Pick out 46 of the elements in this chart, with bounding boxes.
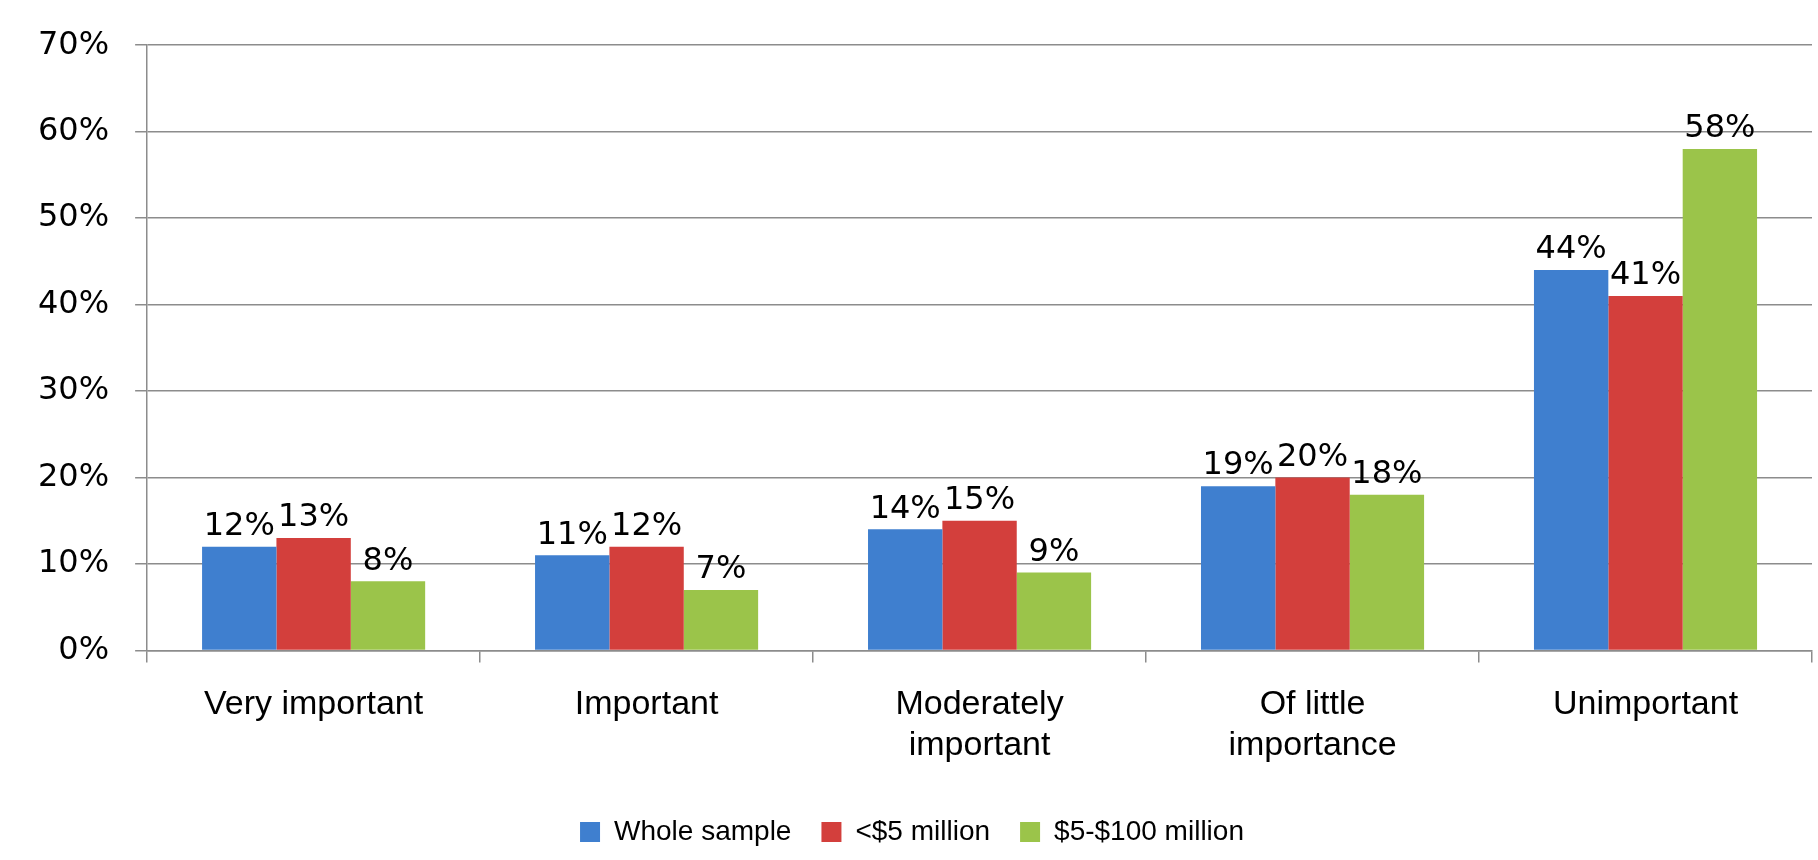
- bar: [1275, 477, 1350, 650]
- bar: [202, 546, 277, 650]
- data-label: 19%: [1202, 444, 1274, 483]
- x-tick-label: Of little importance: [1228, 683, 1397, 762]
- data-label: 44%: [1535, 228, 1607, 267]
- y-tick-label: 50%: [38, 196, 110, 235]
- bar: [942, 520, 1017, 650]
- legend-label: $5-$100 million: [1054, 814, 1244, 846]
- y-tick-label: 0%: [58, 628, 110, 667]
- x-tick-label: Moderately important: [895, 683, 1064, 762]
- data-label: 11%: [536, 513, 608, 552]
- x-tick-label: Important: [574, 683, 719, 722]
- data-label: 13%: [278, 496, 350, 535]
- y-tick-label: 20%: [38, 455, 110, 494]
- x-tick-label: Unimportant: [1552, 683, 1739, 722]
- bar: [350, 581, 426, 650]
- data-label: 12%: [203, 504, 275, 543]
- bar: [1533, 269, 1609, 650]
- y-tick-label: 10%: [38, 542, 110, 581]
- data-label: 7%: [695, 548, 747, 587]
- data-label: 58%: [1684, 107, 1756, 146]
- y-tick-label: 40%: [38, 282, 110, 321]
- bar: [1608, 295, 1683, 650]
- data-label: 14%: [869, 487, 941, 526]
- bar: [1349, 494, 1425, 650]
- data-label: 15%: [944, 479, 1016, 518]
- y-tick-label: 30%: [38, 369, 110, 408]
- bar: [683, 589, 759, 650]
- bar: [1200, 486, 1276, 650]
- bar: [1682, 148, 1758, 650]
- data-label: 20%: [1276, 435, 1349, 474]
- legend-label: Whole sample: [614, 814, 792, 846]
- data-label: 12%: [611, 504, 683, 543]
- y-tick-label: 60%: [38, 109, 110, 148]
- x-tick-label: Very important: [204, 683, 424, 722]
- legend-label: <$5 million: [855, 814, 991, 846]
- data-label: 41%: [1609, 254, 1682, 293]
- bar: [609, 546, 684, 650]
- bar: [868, 529, 943, 650]
- bar: [276, 538, 351, 650]
- bar: [535, 555, 610, 650]
- bar: [1016, 572, 1092, 650]
- data-label: 18%: [1351, 453, 1423, 492]
- data-label: 8%: [362, 539, 414, 578]
- y-tick-label: 70%: [38, 23, 110, 62]
- data-label: 9%: [1028, 530, 1080, 569]
